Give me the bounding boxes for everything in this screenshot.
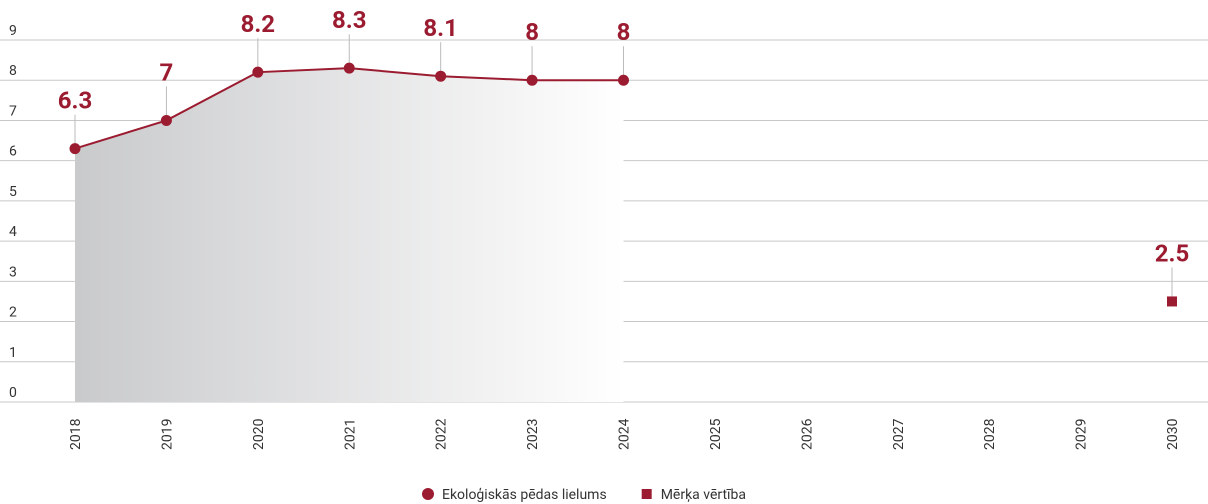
y-tick-label: 9 xyxy=(9,23,17,39)
y-tick-label: 0 xyxy=(9,385,17,401)
legend-label: Mērķa vērtība xyxy=(661,487,746,503)
marker xyxy=(1167,296,1177,307)
x-tick-label: 2028 xyxy=(982,418,998,450)
value-label: 8.1 xyxy=(423,14,458,42)
x-tick-label: 2029 xyxy=(1074,419,1090,450)
value-label: 6.3 xyxy=(58,87,93,115)
x-tick-label: 2021 xyxy=(342,419,358,450)
area xyxy=(75,68,624,403)
x-tick-label: 2030 xyxy=(1165,418,1181,450)
x-tick-label: 2022 xyxy=(434,418,450,450)
marker xyxy=(160,114,172,126)
x-tick-label: 2019 xyxy=(159,419,175,450)
x-tick-label: 2024 xyxy=(617,418,633,450)
y-tick-label: 8 xyxy=(9,63,17,79)
x-tick-label: 2027 xyxy=(891,418,907,450)
value-label: 2.5 xyxy=(1155,239,1190,267)
x-tick-label: 2018 xyxy=(68,418,84,450)
marker xyxy=(618,74,629,86)
value-label: 8 xyxy=(617,18,631,46)
marker xyxy=(435,70,447,82)
marker xyxy=(343,62,355,74)
y-tick-label: 1 xyxy=(9,345,17,361)
y-tick-label: 3 xyxy=(9,264,17,280)
marker xyxy=(252,66,264,78)
x-tick-label: 2023 xyxy=(525,419,541,450)
x-tick-label: 2025 xyxy=(708,418,724,450)
value-label: 8.2 xyxy=(241,10,276,38)
value-label: 8 xyxy=(525,18,539,46)
x-tick-label: 2026 xyxy=(799,418,815,450)
value-label: 7 xyxy=(160,58,174,86)
y-tick-label: 6 xyxy=(9,144,17,160)
x-tick-label: 2020 xyxy=(251,418,267,450)
marker xyxy=(526,74,538,86)
y-tick-label: 7 xyxy=(9,103,17,119)
legend-marker xyxy=(641,489,652,499)
y-tick-label: 2 xyxy=(9,305,17,321)
legend-label: Ekoloģiskās pēdas lielums xyxy=(442,486,607,503)
legend-marker xyxy=(422,488,434,500)
marker xyxy=(69,143,81,155)
value-label: 8.3 xyxy=(332,6,367,34)
y-tick-label: 4 xyxy=(9,224,17,240)
y-tick-label: 5 xyxy=(9,184,17,200)
